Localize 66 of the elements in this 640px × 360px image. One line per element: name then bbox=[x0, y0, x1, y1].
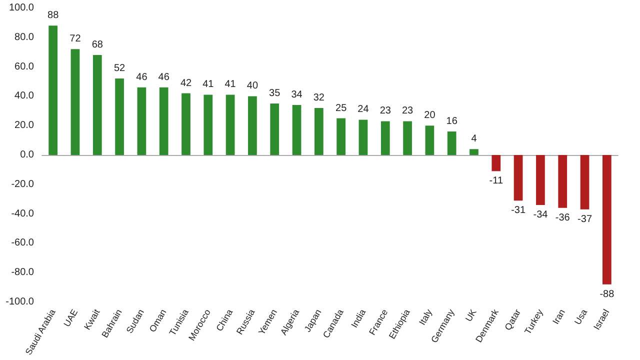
data-label: 40 bbox=[246, 80, 258, 92]
data-label: 32 bbox=[313, 92, 325, 104]
data-label: 20 bbox=[424, 110, 436, 122]
data-label: -31 bbox=[511, 205, 526, 216]
bar bbox=[182, 93, 190, 155]
bar bbox=[403, 121, 412, 155]
bar bbox=[602, 155, 612, 284]
bar bbox=[470, 149, 478, 155]
y-tick-label: -60.0 bbox=[11, 238, 34, 249]
bar bbox=[514, 155, 523, 201]
bar bbox=[492, 155, 501, 172]
y-tick-label: -80.0 bbox=[11, 267, 34, 278]
bar bbox=[425, 126, 434, 155]
bar bbox=[115, 78, 124, 155]
bar bbox=[226, 94, 235, 155]
data-label: 16 bbox=[446, 116, 458, 127]
data-label: -37 bbox=[578, 214, 592, 225]
data-label: 72 bbox=[70, 34, 82, 45]
bar bbox=[358, 120, 368, 155]
bar bbox=[447, 131, 456, 155]
data-label: 23 bbox=[402, 106, 414, 117]
y-tick-label: 20.0 bbox=[14, 120, 34, 132]
data-label: 52 bbox=[114, 63, 126, 74]
data-label: 88 bbox=[48, 10, 60, 22]
y-tick-label: 0.0 bbox=[20, 150, 34, 160]
data-label: 41 bbox=[202, 79, 214, 90]
bar bbox=[159, 87, 168, 155]
data-label: 68 bbox=[92, 40, 104, 51]
data-label: 41 bbox=[224, 79, 236, 90]
bar bbox=[270, 104, 280, 155]
data-label: 46 bbox=[158, 72, 170, 83]
data-label: 35 bbox=[269, 88, 281, 100]
bar bbox=[314, 108, 324, 155]
x-tick-label: Iran bbox=[550, 308, 567, 326]
data-label: -88 bbox=[600, 288, 615, 300]
x-tick-label: UK bbox=[463, 307, 478, 324]
data-label: -11 bbox=[489, 176, 504, 187]
y-tick-label: 60.0 bbox=[14, 61, 34, 72]
data-label: -36 bbox=[555, 212, 570, 224]
bar bbox=[204, 94, 213, 155]
data-label: 24 bbox=[358, 104, 370, 116]
bar bbox=[558, 155, 568, 208]
y-tick-label: -100.0 bbox=[6, 296, 34, 308]
data-label: 42 bbox=[180, 78, 192, 89]
bar bbox=[536, 155, 545, 205]
data-label: 23 bbox=[380, 106, 392, 117]
x-tick-label: Usa bbox=[572, 308, 590, 326]
bar bbox=[248, 96, 257, 155]
y-tick-label: -20.0 bbox=[11, 178, 34, 190]
y-tick-label: 40.0 bbox=[14, 90, 34, 102]
y-tick-label: 80.0 bbox=[14, 32, 34, 43]
data-label: 25 bbox=[336, 102, 348, 114]
data-label: 46 bbox=[136, 72, 148, 83]
bar bbox=[137, 87, 146, 155]
bar bbox=[380, 121, 390, 155]
data-label: 4 bbox=[471, 134, 478, 145]
data-label: -34 bbox=[533, 209, 548, 220]
bar bbox=[70, 49, 80, 155]
bar bbox=[48, 26, 58, 155]
y-tick-label: -40.0 bbox=[11, 208, 34, 220]
bar bbox=[580, 155, 590, 210]
y-tick-label: 100.0 bbox=[8, 2, 34, 14]
data-label: 34 bbox=[291, 90, 303, 101]
bar bbox=[92, 55, 102, 155]
bar bbox=[292, 105, 302, 155]
bar bbox=[336, 118, 346, 155]
